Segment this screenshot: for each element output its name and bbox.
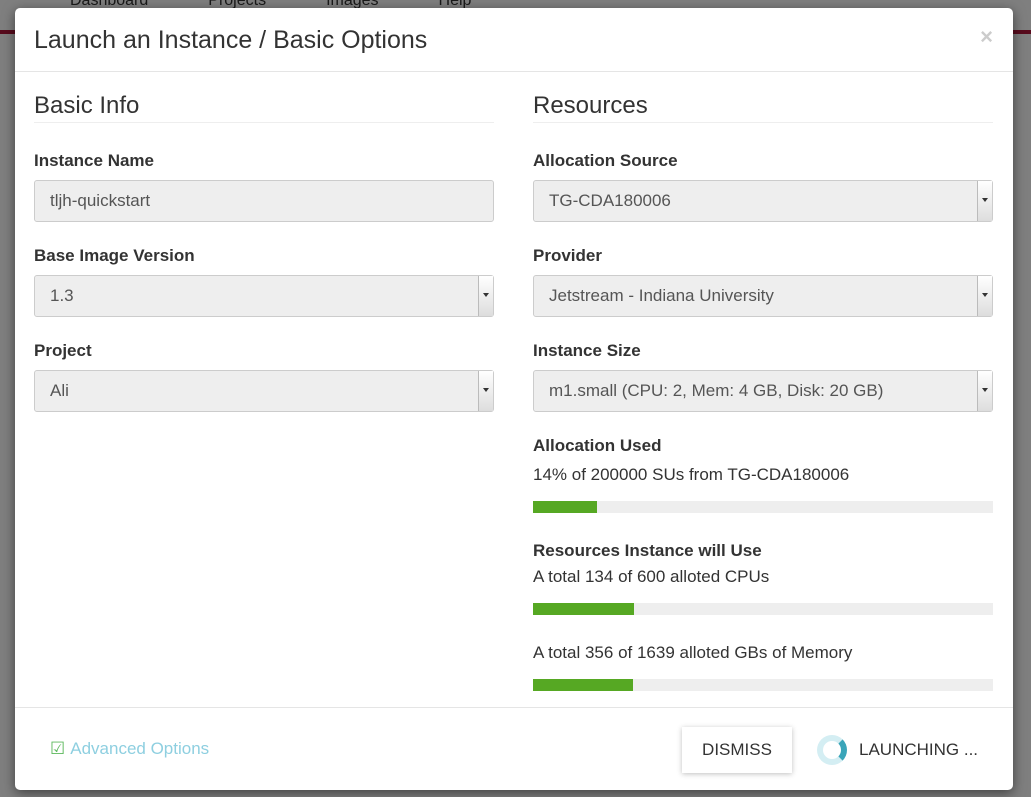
instance-size-value: m1.small (CPU: 2, Mem: 4 GB, Disk: 20 GB…	[549, 381, 884, 400]
allocation-used-bar	[533, 501, 993, 513]
provider-value: Jetstream - Indiana University	[549, 286, 774, 305]
instance-name-label: Instance Name	[34, 151, 154, 170]
project-value: Ali	[50, 381, 69, 400]
basic-info-heading: Basic Info	[34, 92, 494, 123]
provider-label: Provider	[533, 246, 602, 265]
checkbox-checked-icon: ☑	[50, 739, 66, 758]
mem-fill	[533, 679, 633, 691]
allocation-used-fill	[533, 501, 598, 513]
base-image-select[interactable]: 1.3	[34, 275, 494, 317]
project-select[interactable]: Ali	[34, 370, 494, 412]
advanced-options-label: Advanced Options	[70, 739, 210, 758]
modal-header: Launch an Instance / Basic Options ×	[15, 8, 1013, 72]
will-use-label: Resources Instance will Use	[533, 541, 762, 560]
chevron-down-icon	[982, 388, 988, 395]
close-icon[interactable]: ×	[980, 24, 993, 49]
spinner-icon	[817, 735, 847, 765]
mem-text: A total 356 of 1639 alloted GBs of Memor…	[533, 643, 853, 662]
cpu-fill	[533, 603, 635, 615]
modal-title: Launch an Instance / Basic Options	[34, 26, 428, 54]
launching-button[interactable]: LAUNCHING ...	[817, 735, 978, 765]
resources-heading: Resources	[533, 92, 993, 123]
chevron-down-icon	[982, 293, 988, 300]
resources-section: Resources Allocation Source TG-CDA180006…	[533, 92, 993, 719]
chevron-down-icon	[483, 388, 489, 395]
chevron-down-icon	[483, 293, 489, 300]
allocation-source-select[interactable]: TG-CDA180006	[533, 180, 993, 222]
allocation-source-label: Allocation Source	[533, 151, 678, 170]
chevron-down-icon	[982, 198, 988, 205]
project-label: Project	[34, 341, 92, 360]
mem-bar	[533, 679, 993, 691]
base-image-label: Base Image Version	[34, 246, 195, 265]
instance-size-label: Instance Size	[533, 341, 641, 360]
allocation-source-value: TG-CDA180006	[549, 191, 671, 210]
cpu-bar	[533, 603, 993, 615]
launch-instance-modal: Launch an Instance / Basic Options × Bas…	[15, 8, 1013, 790]
provider-select[interactable]: Jetstream - Indiana University	[533, 275, 993, 317]
allocation-used-label: Allocation Used	[533, 436, 662, 455]
advanced-options-link[interactable]: ☑ Advanced Options	[50, 739, 209, 759]
base-image-value: 1.3	[50, 286, 74, 305]
instance-name-input[interactable]: tljh-quickstart	[34, 180, 494, 222]
instance-size-select[interactable]: m1.small (CPU: 2, Mem: 4 GB, Disk: 20 GB…	[533, 370, 993, 412]
dismiss-button[interactable]: DISMISS	[682, 727, 792, 773]
basic-info-section: Basic Info Instance Name tljh-quickstart…	[34, 92, 494, 436]
launching-label: LAUNCHING ...	[859, 740, 979, 759]
allocation-used-text: 14% of 200000 SUs from TG-CDA180006	[533, 465, 850, 484]
cpu-text: A total 134 of 600 alloted CPUs	[533, 567, 770, 586]
modal-footer: ☑ Advanced Options DISMISS LAUNCHING ...	[15, 707, 1013, 790]
